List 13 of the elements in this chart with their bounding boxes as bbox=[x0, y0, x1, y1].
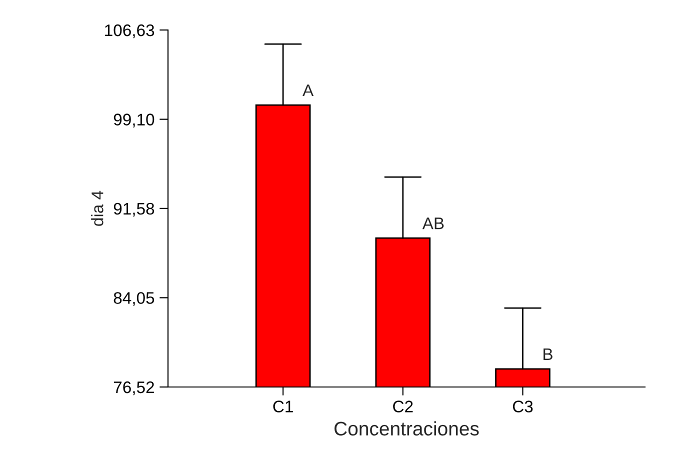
annotation: AB bbox=[422, 218, 444, 230]
y-tick-label: 84,05 bbox=[114, 292, 154, 306]
x-axis-title: Concentraciones bbox=[334, 421, 479, 436]
x-tick-label: C1 bbox=[273, 400, 293, 412]
y-tick-label: 76,52 bbox=[114, 381, 154, 396]
annotation: A bbox=[302, 84, 314, 96]
y-tick-label: 99,10 bbox=[114, 114, 154, 128]
x-tick-label: C2 bbox=[393, 400, 413, 412]
y-axis-title: dia 4 bbox=[91, 190, 104, 226]
y-tick-label: 91,58 bbox=[114, 202, 154, 217]
annotation: B bbox=[544, 348, 552, 360]
x-tick-label: C3 bbox=[512, 400, 533, 412]
y-tick-label: 106,63 bbox=[105, 24, 154, 38]
